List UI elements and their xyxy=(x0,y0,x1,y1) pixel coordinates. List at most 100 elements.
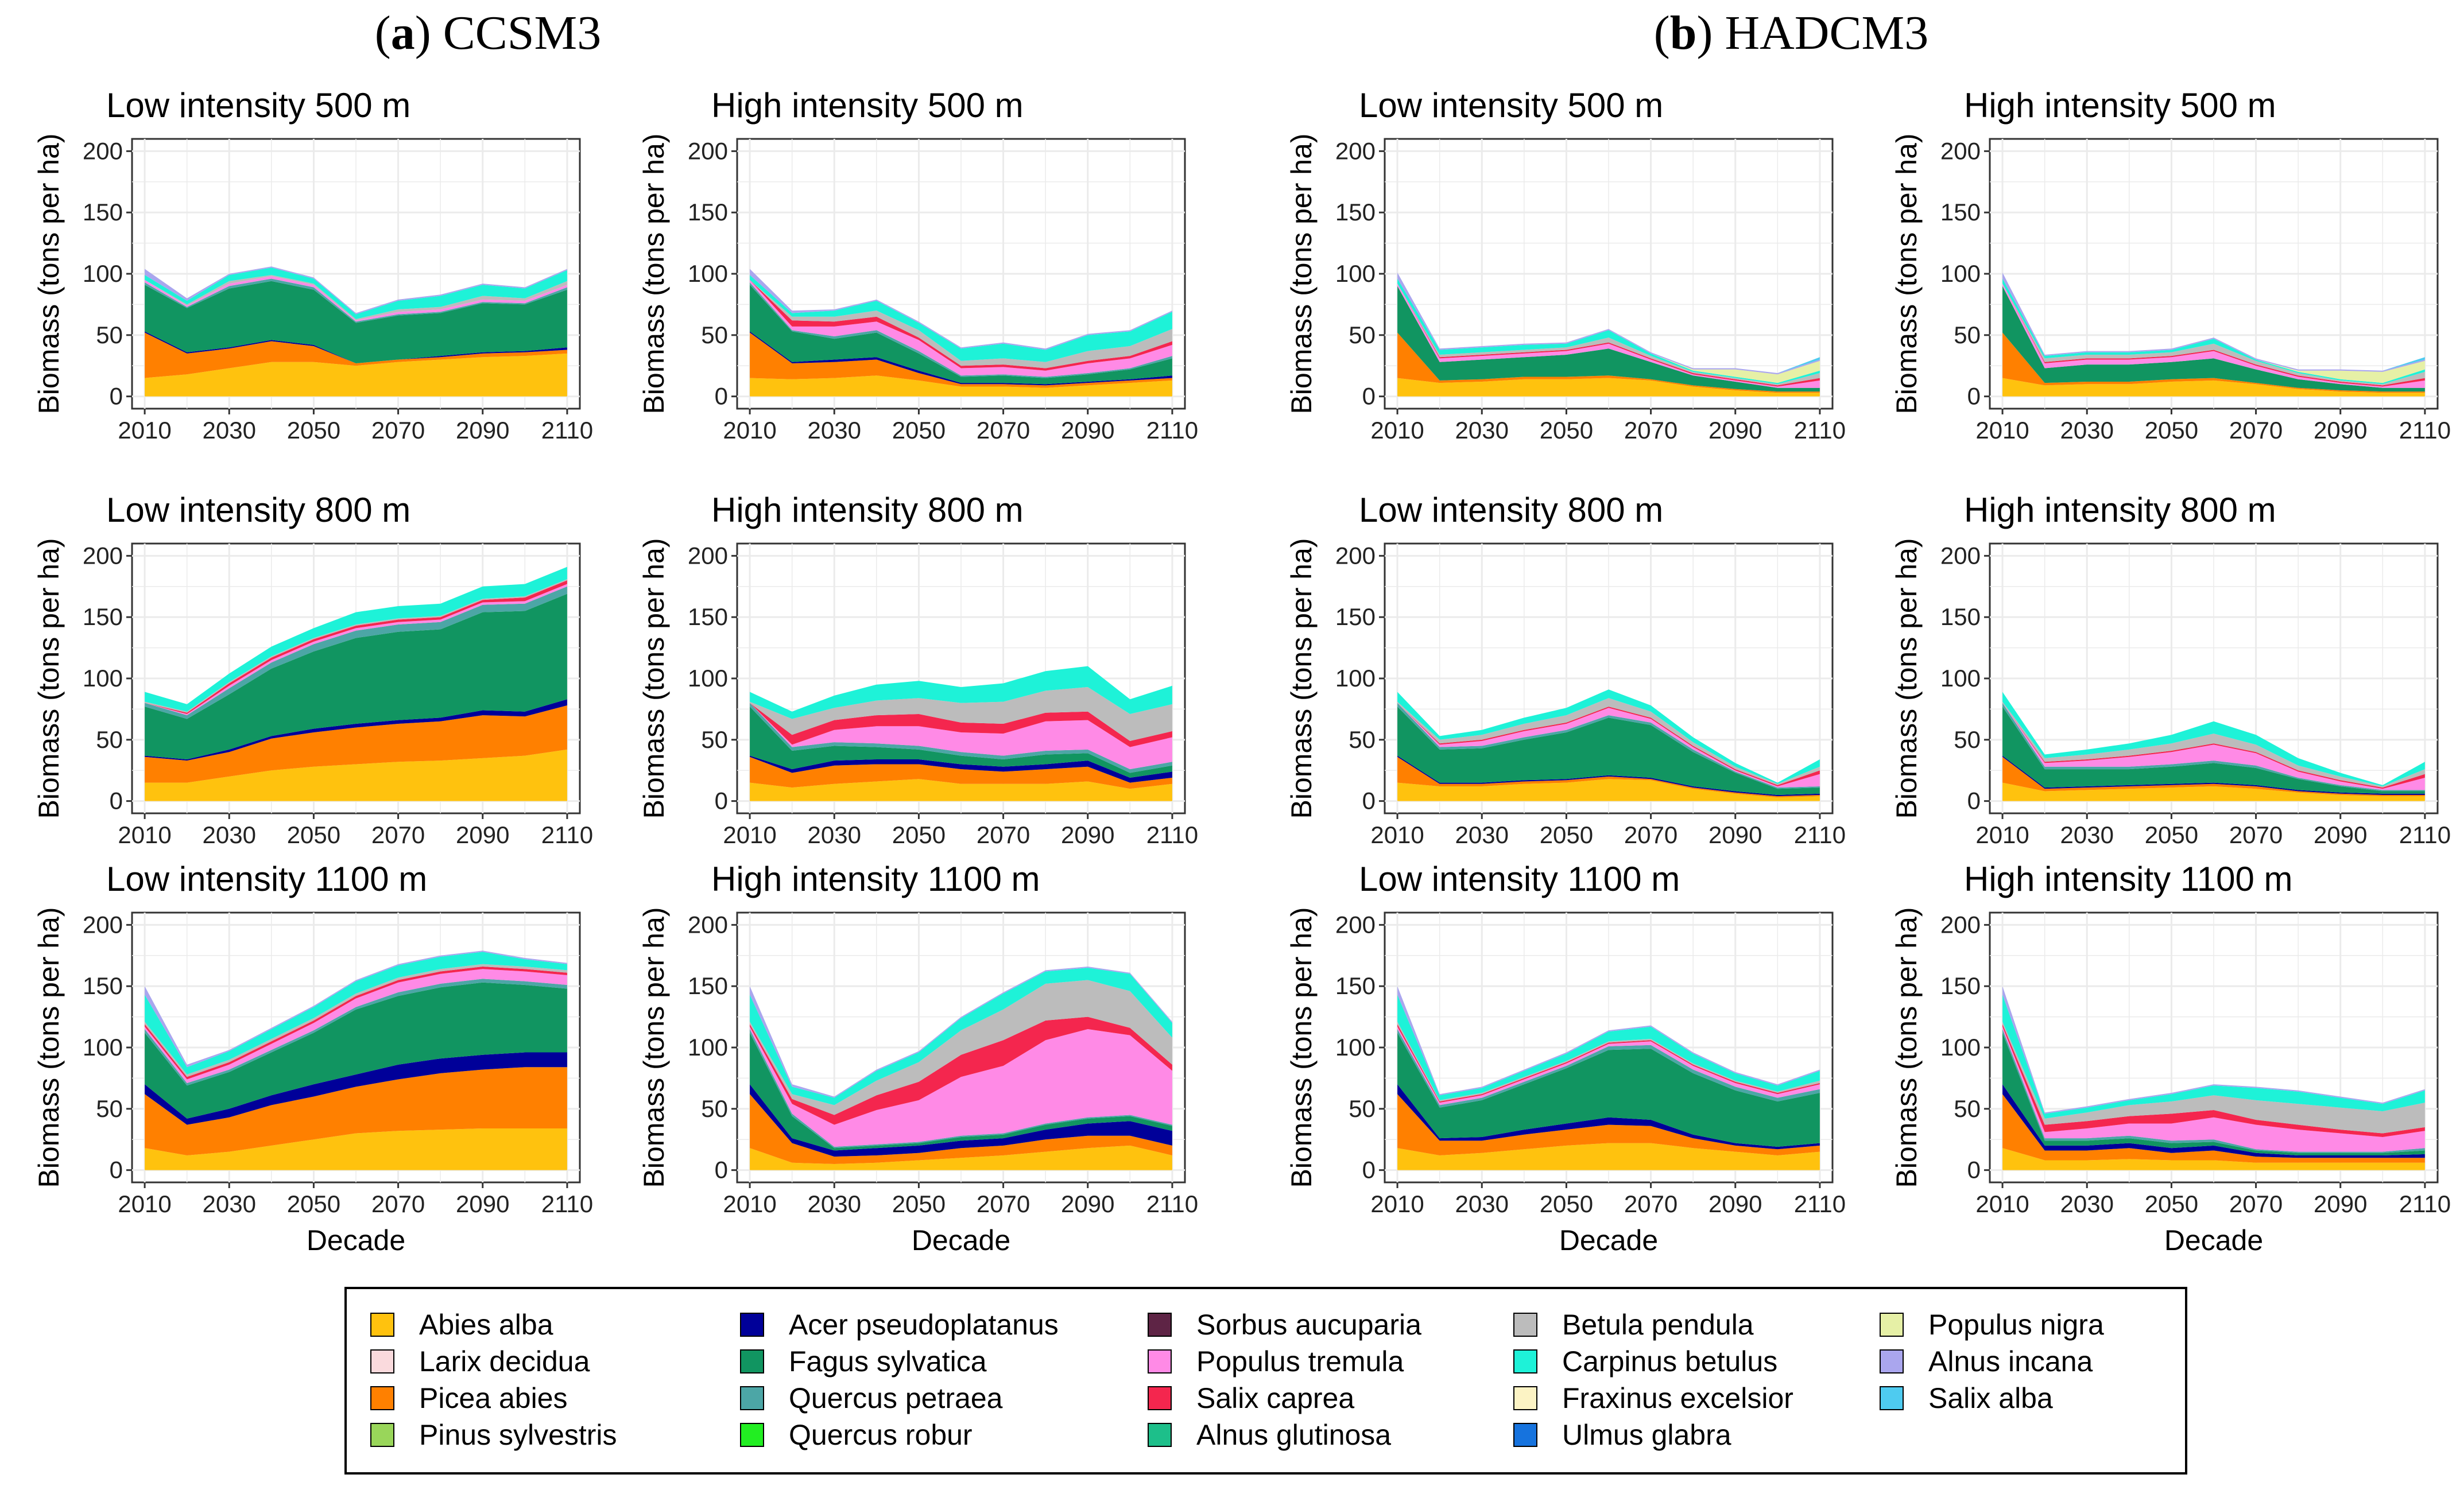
area-abies-alba xyxy=(1397,1143,1820,1170)
y-tick-label: 0 xyxy=(110,787,123,814)
area-fagus-sylvatica xyxy=(145,281,567,363)
y-axis-label: Biomass (tons per ha) xyxy=(638,538,670,818)
area-populus-tremula xyxy=(750,280,1172,377)
x-axis: 2010 2030 2050 2070 2090 2110 xyxy=(1975,1182,2451,1217)
y-tick-label: 50 xyxy=(701,726,728,753)
x-axis-label: Decade xyxy=(1559,1224,1658,1256)
y-axis: 0 50 100 150 200 xyxy=(1335,137,1385,410)
y-axis: 0 50 100 150 200 xyxy=(1335,542,1385,814)
x-axis: 2010 2030 2050 2070 2090 2110 xyxy=(1975,813,2451,848)
y-tick-label: 100 xyxy=(688,665,728,692)
x-axis: 2010 2030 2050 2070 2090 2110 xyxy=(723,1182,1198,1217)
y-tick-label: 150 xyxy=(688,603,728,630)
y-axis: 0 50 100 150 200 xyxy=(1940,911,1990,1184)
x-tick-label: 2050 xyxy=(1540,821,1593,848)
legend-label: Fraxinus excelsior xyxy=(1562,1382,1793,1414)
legend-label: Carpinus betulus xyxy=(1562,1345,1777,1378)
stacked-areas xyxy=(2002,986,2425,1170)
legend-item: Sorbus aucuparia xyxy=(1148,1309,1421,1341)
x-tick-label: 2110 xyxy=(2399,417,2451,444)
x-tick-label: 2030 xyxy=(808,1190,861,1217)
area-quercus-petraea xyxy=(1397,1029,1820,1108)
y-tick-label: 200 xyxy=(1940,542,1981,569)
y-tick-label: 200 xyxy=(688,542,728,569)
y-tick-label: 50 xyxy=(1954,726,1981,753)
x-axis: 2010 2030 2050 2070 2090 2110 xyxy=(1370,813,1846,848)
panel-title: Low intensity 500 m xyxy=(1359,86,1663,125)
area-betula-pendula xyxy=(2002,1022,2425,1134)
x-tick-label: 2090 xyxy=(2314,1190,2367,1217)
y-tick-label: 0 xyxy=(110,383,123,410)
y-tick-label: 150 xyxy=(1335,199,1376,226)
y-tick-label: 150 xyxy=(83,603,123,630)
legend-label: Betula pendula xyxy=(1562,1309,1754,1341)
x-tick-label: 2010 xyxy=(1370,417,1424,444)
y-tick-label: 200 xyxy=(83,911,123,938)
legend-swatch xyxy=(740,1313,764,1337)
x-tick-label: 2050 xyxy=(287,1190,340,1217)
x-axis: 2010 2030 2050 2070 2090 2110 xyxy=(118,813,593,848)
legend-label: Alnus glutinosa xyxy=(1196,1419,1391,1451)
x-tick-label: 2010 xyxy=(118,1190,171,1217)
legend-item: Picea abies xyxy=(370,1382,568,1414)
panel-title: High intensity 1100 m xyxy=(711,860,1040,898)
x-tick-label: 2030 xyxy=(203,821,256,848)
x-tick-label: 2070 xyxy=(977,821,1030,848)
area-picea-abies xyxy=(1397,756,1820,798)
y-tick-label: 0 xyxy=(1967,787,1981,814)
y-axis-label: Biomass (tons per ha) xyxy=(638,133,670,414)
legend-label: Salix alba xyxy=(1928,1382,2053,1414)
stacked-areas xyxy=(145,266,567,397)
area-abies-alba xyxy=(1397,378,1820,397)
panel-title: High intensity 500 m xyxy=(1964,86,2276,125)
x-tick-label: 2110 xyxy=(1794,1190,1846,1217)
x-tick-label: 2010 xyxy=(723,1190,776,1217)
legend-label: Alnus incana xyxy=(1928,1345,2093,1378)
area-salix-caprea xyxy=(2002,1024,2425,1137)
area-picea-abies xyxy=(145,705,567,783)
x-axis-label: Decade xyxy=(2164,1224,2263,1256)
area-abies-alba xyxy=(750,779,1172,801)
legend-item: Alnus incana xyxy=(1880,1345,2093,1378)
x-axis: 2010 2030 2050 2070 2090 2110 xyxy=(118,409,593,444)
x-tick-label: 2110 xyxy=(541,821,593,848)
y-tick-label: 150 xyxy=(1940,199,1981,226)
legend-swatch xyxy=(740,1349,764,1374)
x-tick-label: 2090 xyxy=(1708,1190,1762,1217)
x-tick-label: 2110 xyxy=(1146,417,1198,444)
y-tick-label: 0 xyxy=(1362,787,1376,814)
area-salix-caprea xyxy=(750,280,1172,371)
area-quercus-petraea xyxy=(750,282,1172,378)
x-tick-label: 2070 xyxy=(977,1190,1030,1217)
x-tick-label: 2010 xyxy=(723,417,776,444)
y-tick-label: 0 xyxy=(1362,383,1376,410)
x-tick-label: 2050 xyxy=(2145,417,2198,444)
legend-label: Quercus petraea xyxy=(789,1382,1003,1414)
panel-10: High intensity 1100 m 0 50 100 150 200 2010 203… xyxy=(638,860,1198,1256)
y-axis-label: Biomass (tons per ha) xyxy=(1890,538,1923,818)
legend-item: Populus nigra xyxy=(1880,1309,2104,1341)
legend-item: Populus tremula xyxy=(1148,1345,1404,1378)
x-tick-label: 2010 xyxy=(1975,1190,2029,1217)
x-tick-label: 2110 xyxy=(2399,1190,2451,1217)
legend-swatch xyxy=(1513,1349,1537,1374)
x-tick-label: 2030 xyxy=(2060,417,2114,444)
panel-4: High intensity 500 m 0 50 100 150 200 2010 2030… xyxy=(1890,86,2451,444)
y-tick-label: 0 xyxy=(715,1157,728,1184)
y-tick-label: 50 xyxy=(96,1095,123,1122)
y-tick-label: 50 xyxy=(701,321,728,348)
x-tick-label: 2030 xyxy=(2060,1190,2114,1217)
x-axis: 2010 2030 2050 2070 2090 2110 xyxy=(1370,1182,1846,1217)
y-tick-label: 150 xyxy=(1940,972,1981,999)
y-tick-label: 100 xyxy=(1940,260,1981,287)
legend-swatch xyxy=(370,1349,394,1374)
legend-swatch xyxy=(740,1423,764,1447)
stacked-areas xyxy=(1397,272,1820,397)
area-fagus-sylvatica xyxy=(1397,1033,1820,1147)
x-tick-label: 2070 xyxy=(371,1190,425,1217)
x-tick-label: 2050 xyxy=(892,821,946,848)
legend-label: Sorbus aucuparia xyxy=(1196,1309,1421,1341)
